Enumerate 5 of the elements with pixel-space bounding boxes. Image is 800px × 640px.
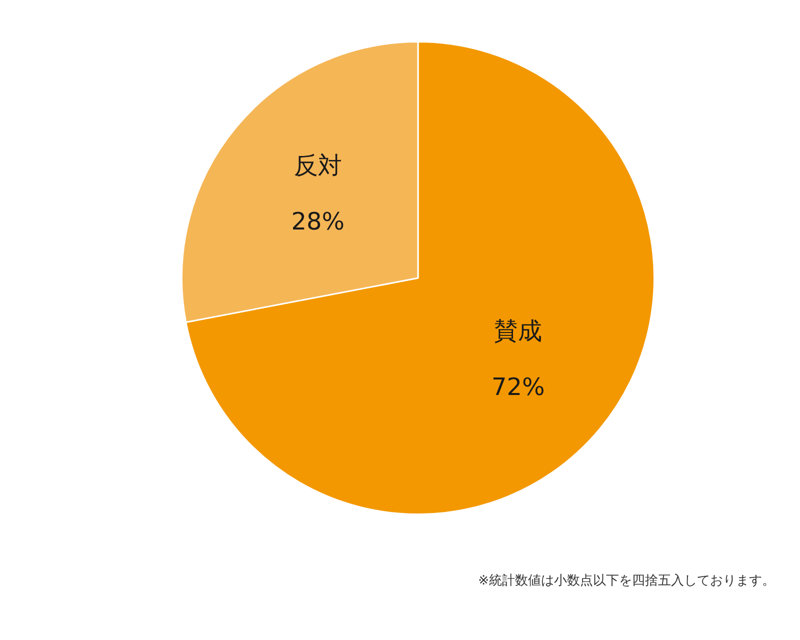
slice-label: 反対 [294, 151, 342, 180]
data-label: 28% [291, 207, 345, 236]
slice-label: 賛成 [494, 317, 542, 346]
text: ※統計数値は小数点以下を四捨五入しております。 [478, 573, 775, 588]
data-label: 72% [491, 373, 545, 402]
